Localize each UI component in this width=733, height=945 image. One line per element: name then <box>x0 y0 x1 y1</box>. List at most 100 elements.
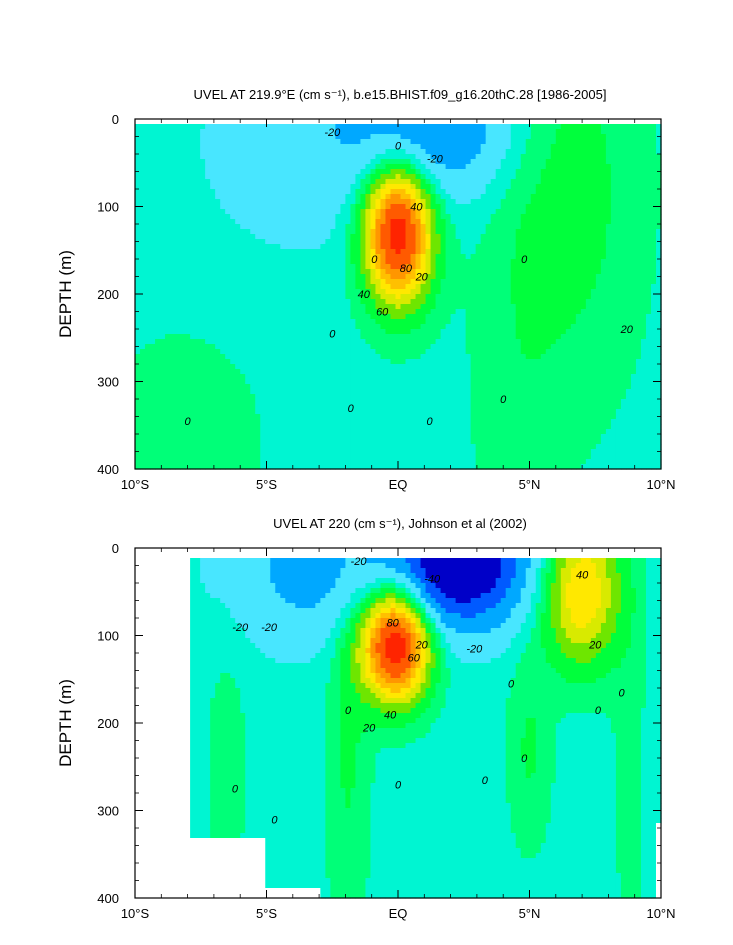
contour-cell <box>135 284 141 290</box>
contour-cell <box>415 349 422 355</box>
contour-cell <box>255 239 261 245</box>
contour-cell <box>320 189 326 195</box>
contour-cell <box>285 264 291 270</box>
contour-cell <box>495 299 502 305</box>
contour-cell <box>590 164 597 170</box>
contour-cell <box>650 269 657 275</box>
contour-cell <box>345 144 352 150</box>
contour-cell <box>635 314 642 320</box>
contour-cell <box>250 144 256 150</box>
contour-cell <box>470 264 477 270</box>
contour-cell <box>180 194 186 200</box>
contour-cell <box>650 139 657 145</box>
contour-cell <box>390 249 397 255</box>
contour-cell <box>490 244 497 250</box>
contour-cell <box>170 239 176 245</box>
contour-cell <box>540 329 547 335</box>
contour-cell <box>605 239 612 245</box>
contour-cell <box>150 319 156 325</box>
contour-cell <box>215 239 221 245</box>
contour-cell <box>550 269 557 275</box>
contour-cell <box>380 329 387 335</box>
contour-cell <box>160 309 166 315</box>
contour-cell <box>225 224 231 230</box>
contour-cell <box>250 199 256 205</box>
contour-cell <box>330 354 336 360</box>
contour-cell <box>180 349 186 355</box>
contour-cell <box>290 219 296 225</box>
contour-cell <box>625 294 632 300</box>
contour-cell <box>570 159 577 165</box>
contour-cell <box>595 139 602 145</box>
contour-cell <box>535 214 542 220</box>
contour-cell <box>475 339 482 345</box>
contour-cell <box>180 299 186 305</box>
contour-cell <box>440 299 447 305</box>
contour-cell <box>280 214 286 220</box>
contour-cell <box>290 319 296 325</box>
contour-cell <box>180 274 186 280</box>
contour-cell <box>275 294 281 300</box>
contour-cell <box>430 324 437 330</box>
contour-cell <box>370 189 377 195</box>
contour-cell <box>595 169 602 175</box>
contour-cell <box>230 294 236 300</box>
contour-cell <box>200 204 206 210</box>
contour-cell <box>265 224 271 230</box>
contour-cell <box>280 299 286 305</box>
contour-cell <box>330 139 336 145</box>
contour-cell <box>235 224 241 230</box>
contour-cell <box>600 149 607 155</box>
contour-cell <box>165 124 171 130</box>
contour-cell <box>625 259 632 265</box>
contour-cell <box>485 129 492 135</box>
contour-cell <box>335 144 341 150</box>
contour-cell <box>380 209 387 215</box>
contour-cell <box>205 154 211 160</box>
contour-cell <box>430 294 437 300</box>
contour-cell <box>570 199 577 205</box>
contour-cell <box>405 289 412 295</box>
contour-cell <box>325 194 331 200</box>
contour-cell <box>535 229 542 235</box>
contour-cell <box>270 269 276 275</box>
contour-cell <box>645 164 652 170</box>
contour-cell <box>175 249 181 255</box>
contour-cell <box>345 169 352 175</box>
contour-cell <box>295 264 301 270</box>
contour-cell <box>595 224 602 230</box>
contour-cell <box>590 204 597 210</box>
contour-cell <box>315 209 321 215</box>
contour-cell <box>640 304 647 310</box>
contour-cell <box>355 124 362 130</box>
contour-cell <box>325 159 331 165</box>
contour-cell <box>140 274 146 280</box>
contour-cell <box>620 299 627 305</box>
contour-cell <box>435 259 442 265</box>
contour-cell <box>390 274 397 280</box>
contour-cell <box>530 164 537 170</box>
contour-cell <box>580 299 587 305</box>
contour-cell <box>585 299 592 305</box>
contour-cell <box>575 194 582 200</box>
contour-cell <box>640 124 647 130</box>
contour-cell <box>220 274 226 280</box>
contour-cell <box>175 169 181 175</box>
contour-cell <box>405 344 412 350</box>
contour-cell <box>280 199 286 205</box>
contour-cell <box>585 134 592 140</box>
contour-cell <box>275 169 281 175</box>
contour-cell <box>575 219 582 225</box>
contour-cell <box>190 164 196 170</box>
contour-cell <box>245 274 251 280</box>
contour-cell <box>215 134 221 140</box>
contour-cell <box>160 354 166 360</box>
contour-cell <box>485 349 492 355</box>
contour-cell <box>145 304 151 310</box>
contour-cell <box>240 269 246 275</box>
contour-cell <box>440 274 447 280</box>
contour-cell <box>245 119 251 125</box>
contour-cell <box>650 189 657 195</box>
contour-cell <box>510 124 517 130</box>
contour-cell <box>530 314 537 320</box>
